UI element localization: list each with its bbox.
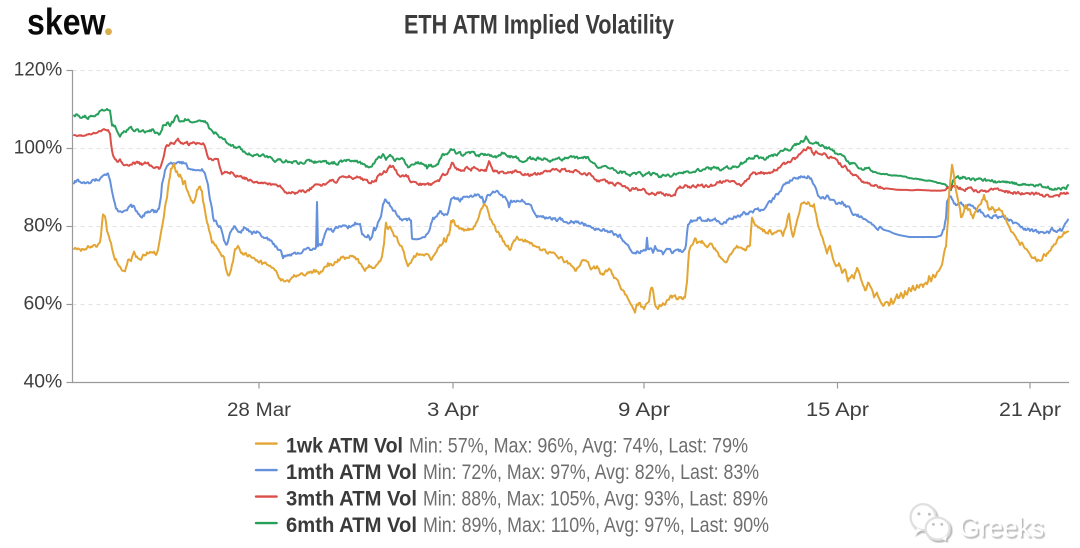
svg-text:ETH ATM Implied Volatility: ETH ATM Implied Volatility [404, 10, 674, 40]
svg-text:3 Apr: 3 Apr [427, 400, 480, 421]
svg-text:Greeks: Greeks [961, 514, 1046, 544]
svg-text:60%: 60% [24, 294, 63, 315]
svg-text:21 Apr: 21 Apr [999, 400, 1062, 421]
svg-text:Min: 57%, Max: 96%, Avg: 74%,: Min: 57%, Max: 96%, Avg: 74%, Last: 79% [409, 434, 748, 457]
svg-text:6mth ATM Vol: 6mth ATM Vol [286, 514, 417, 537]
svg-text:40%: 40% [24, 372, 63, 393]
svg-text:Min: 89%, Max: 110%, Avg: 97%,: Min: 89%, Max: 110%, Avg: 97%, Last: 90% [423, 514, 769, 537]
svg-text:80%: 80% [24, 216, 63, 237]
svg-text:1wk ATM Vol: 1wk ATM Vol [286, 434, 403, 457]
svg-text:120%: 120% [14, 60, 63, 81]
svg-text:9 Apr: 9 Apr [618, 400, 671, 421]
svg-text:Min: 88%, Max: 105%, Avg: 93%,: Min: 88%, Max: 105%, Avg: 93%, Last: 89% [423, 487, 768, 510]
svg-text:3mth ATM Vol: 3mth ATM Vol [286, 487, 417, 510]
svg-text:1mth ATM Vol: 1mth ATM Vol [286, 461, 417, 484]
svg-text:15 Apr: 15 Apr [806, 400, 870, 421]
svg-text:skew: skew [27, 1, 106, 42]
svg-text:100%: 100% [14, 138, 63, 159]
svg-text:Greeks: Greeks [959, 512, 1044, 543]
svg-text:Min: 72%, Max: 97%, Avg: 82%,: Min: 72%, Max: 97%, Avg: 82%, Last: 83% [423, 461, 759, 484]
svg-text:28 Mar: 28 Mar [227, 400, 292, 421]
